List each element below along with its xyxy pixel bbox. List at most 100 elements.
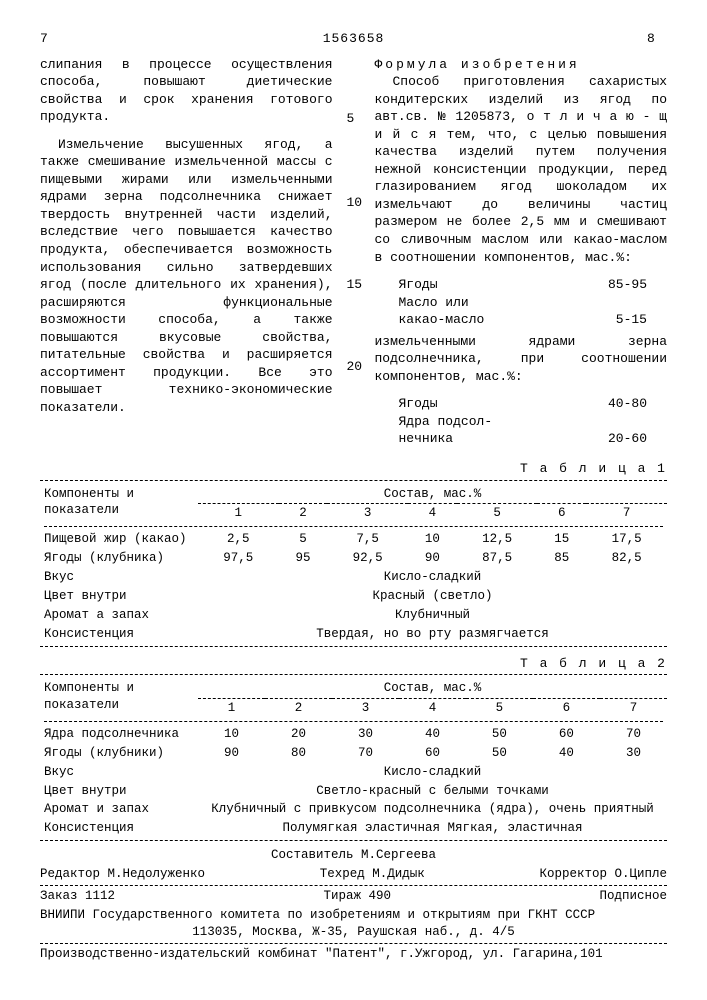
table-header-row: Компоненты и показатели Состав, мас.% (40, 485, 667, 504)
header-main: Компоненты и показатели (40, 485, 198, 524)
corrector: Корректор О.Ципле (539, 866, 667, 883)
cell: 70 (332, 744, 399, 763)
divider (40, 674, 667, 675)
row-label: Аромат а запах (40, 606, 198, 625)
compiler: Составитель М.Сергеева (40, 847, 667, 864)
col-num: 4 (399, 699, 466, 718)
col-num: 3 (332, 699, 399, 718)
cell: 80 (265, 744, 332, 763)
comp-row: какао-масло 5-15 (375, 311, 668, 329)
table2-label: Т а б л и ц а 2 (40, 655, 667, 673)
table-row: Цвет внутриКрасный (светло) (40, 587, 667, 606)
comp-val: 40-80 (608, 395, 667, 413)
divider (40, 480, 667, 481)
footer: Составитель М.Сергеева Редактор М.Недолу… (40, 847, 667, 962)
cell: 50 (466, 744, 533, 763)
table-row: Цвет внутриСветло-красный с белыми точка… (40, 782, 667, 801)
line-num-5: 5 (347, 110, 355, 128)
left-para-1: слипания в процессе осуществления способ… (40, 56, 333, 126)
table1-label: Т а б л и ц а 1 (40, 460, 667, 478)
comp-label: нечника (399, 430, 454, 448)
cell-span: Кисло-сладкий (198, 763, 667, 782)
line-num-20: 20 (347, 358, 363, 376)
cell: 10 (198, 725, 265, 744)
table-row: ВкусКисло-сладкий (40, 568, 667, 587)
row-label: Пищевой жир (какао) (40, 530, 198, 549)
table-row: КонсистенцияПолумягкая эластичная Мягкая… (40, 819, 667, 838)
component-list-2: Ягоды40-80 Ядра подсол- нечника20-60 (375, 395, 668, 448)
cell: 10 (408, 530, 457, 549)
comp-val (647, 294, 667, 312)
row-label: Вкус (40, 763, 198, 782)
cell-span: Клубничный с привкусом подсолнечника (яд… (198, 800, 667, 819)
page-num-right: 8 (647, 30, 667, 48)
cell: 70 (600, 725, 667, 744)
comp-label: Ягоды (399, 395, 438, 413)
cell: 7,5 (327, 530, 408, 549)
divider (40, 943, 667, 944)
footer-credits: Редактор М.Недолуженко Техред М.Дидык Ко… (40, 866, 667, 883)
cell-span: Клубничный (198, 606, 667, 625)
table-row: Ягоды (клубника) 97,5 95 92,5 90 87,5 85… (40, 549, 667, 568)
row-label: Цвет внутри (40, 782, 198, 801)
line-number-gutter: 5 10 15 20 (347, 56, 361, 452)
cell: 60 (399, 744, 466, 763)
comp-row: Ягоды 85-95 (375, 276, 668, 294)
page-num-left: 7 (40, 30, 60, 48)
row-label: Цвет внутри (40, 587, 198, 606)
column-left: слипания в процессе осуществления способ… (40, 56, 333, 452)
col-num: 6 (533, 699, 600, 718)
comp-row: нечника 20-60 (375, 430, 668, 448)
comp-label: Ягоды (399, 276, 438, 294)
header-sub: Состав, мас.% (198, 679, 667, 698)
col-num: 2 (279, 504, 328, 523)
header-sub: Состав, мас.% (198, 485, 667, 504)
cell: 90 (198, 744, 265, 763)
cell: 30 (600, 744, 667, 763)
cell-span: Красный (светло) (198, 587, 667, 606)
right-para-1: Способ приготовления сахаристых кондитер… (375, 73, 668, 266)
table-row: КонсистенцияТвердая, но во рту размягчае… (40, 625, 667, 644)
cell: 2,5 (198, 530, 279, 549)
cell: 30 (332, 725, 399, 744)
doc-number: 1563658 (323, 30, 385, 48)
comp-val: 20-60 (608, 430, 667, 448)
divider (40, 646, 667, 647)
col-num: 5 (466, 699, 533, 718)
subscribe: Подписное (599, 888, 667, 905)
col-num: 7 (586, 504, 667, 523)
table-header-row: Компоненты и показатели Состав, мас.% (40, 679, 667, 698)
cell: 97,5 (198, 549, 279, 568)
cell-span: Твердая, но во рту размягчается (198, 625, 667, 644)
prod: Производственно-издательский комбинат "П… (40, 946, 667, 963)
formula-title: Формула изобретения (375, 56, 668, 74)
row-label: Ядра подсолнечника (40, 725, 198, 744)
cell-span: Светло-красный с белыми точками (198, 782, 667, 801)
cell: 60 (533, 725, 600, 744)
component-list-1: Ягоды 85-95 Масло или какао-масло 5-15 (375, 276, 668, 329)
row-label: Вкус (40, 568, 198, 587)
body-columns: слипания в процессе осуществления способ… (40, 56, 667, 452)
cell: 92,5 (327, 549, 408, 568)
cell: 15 (537, 530, 586, 549)
comp-label: Масло или (399, 294, 469, 312)
techred: Техред М.Дидык (320, 866, 425, 883)
column-right: Формула изобретения Способ приготовления… (375, 56, 668, 452)
comp-row: Ягоды 40-80 (375, 395, 668, 413)
comp-val: 5-15 (616, 311, 667, 329)
editor: Редактор М.Недолуженко (40, 866, 205, 883)
cell-span: Полумягкая эластичная Мягкая, эластичная (198, 819, 667, 838)
divider (40, 840, 667, 841)
comp-label: какао-масло (399, 311, 485, 329)
cell: 12,5 (457, 530, 538, 549)
header-main: Компоненты и показатели (40, 679, 198, 718)
comp-val: 85-95 (608, 276, 667, 294)
circulation: Тираж 490 (323, 888, 391, 905)
col-num: 5 (457, 504, 538, 523)
cell: 40 (399, 725, 466, 744)
left-para-2: Измельчение высушенных ягод, а также сме… (40, 136, 333, 417)
cell: 17,5 (586, 530, 667, 549)
cell: 40 (533, 744, 600, 763)
col-num: 7 (600, 699, 667, 718)
table-row: Аромат и запахКлубничный с привкусом под… (40, 800, 667, 819)
